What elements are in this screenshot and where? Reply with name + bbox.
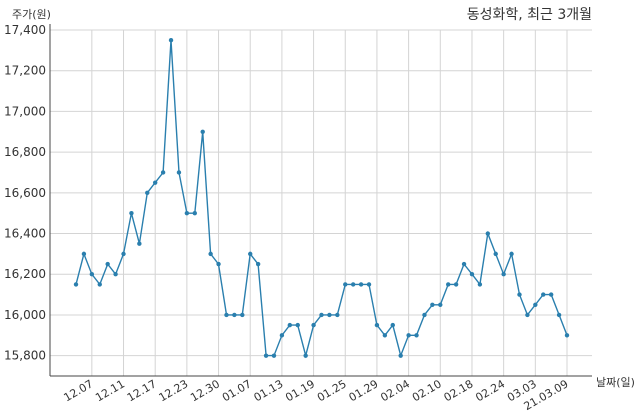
x-tick-label: 02.24	[473, 377, 507, 404]
y-tick-label: 17,200	[4, 64, 46, 78]
data-point	[121, 251, 126, 257]
data-point	[477, 282, 483, 287]
data-point	[168, 37, 174, 43]
x-tick-label: 02.18	[442, 377, 476, 404]
data-point	[263, 353, 269, 358]
data-point	[129, 210, 134, 216]
data-point	[248, 251, 253, 257]
y-tick-label: 17,000	[4, 104, 46, 118]
data-point	[517, 292, 522, 297]
data-point	[335, 312, 340, 318]
y-tick-label: 16,000	[4, 308, 46, 322]
data-point	[113, 272, 118, 277]
data-point	[382, 333, 388, 338]
x-tick-label: 01.07	[220, 377, 254, 404]
data-point	[232, 312, 237, 318]
data-point	[287, 322, 293, 328]
data-point	[509, 251, 514, 257]
x-tick-label: 12.07	[62, 377, 96, 404]
data-point	[398, 353, 403, 358]
data-point	[366, 282, 372, 287]
data-point	[240, 312, 245, 318]
x-tick-label: 12.30	[188, 377, 222, 404]
x-tick-label: 02.10	[410, 377, 444, 404]
data-point	[358, 282, 364, 287]
x-tick-label: 01.13	[252, 377, 286, 404]
data-point	[152, 180, 158, 185]
data-point	[501, 272, 506, 277]
data-point	[541, 292, 546, 297]
data-point	[564, 333, 570, 338]
data-point	[469, 272, 475, 277]
x-tick-label: 02.04	[378, 377, 412, 404]
data-point	[145, 190, 150, 196]
data-point	[255, 261, 261, 267]
data-point	[216, 261, 221, 267]
y-tick-label: 16,200	[4, 267, 46, 281]
data-point	[303, 353, 308, 358]
data-point	[176, 170, 182, 175]
data-point	[374, 322, 380, 328]
x-tick-label: 12.17	[125, 377, 159, 404]
data-point	[105, 261, 110, 267]
data-point	[97, 282, 102, 287]
data-point	[137, 241, 142, 246]
data-point	[533, 302, 538, 307]
data-point	[73, 282, 79, 287]
data-point	[422, 312, 427, 318]
x-tick-label: 01.19	[283, 377, 317, 404]
data-point	[525, 312, 530, 318]
data-point	[485, 231, 491, 236]
data-point	[295, 322, 300, 328]
data-point	[414, 333, 419, 338]
data-point	[311, 322, 316, 328]
x-axis-label: 날짜(일)	[596, 376, 635, 389]
data-point	[271, 353, 277, 358]
data-point	[343, 282, 348, 287]
data-point	[453, 282, 459, 287]
data-point	[438, 302, 443, 307]
data-point	[184, 210, 190, 216]
data-point	[81, 251, 87, 257]
chart-title: 동성화학, 최근 3개월	[466, 7, 592, 23]
y-tick-label: 16,600	[4, 186, 46, 200]
data-point	[200, 129, 205, 134]
data-point	[160, 170, 166, 175]
data-point	[89, 272, 95, 277]
data-point	[446, 282, 451, 287]
x-tick-label: 01.29	[347, 377, 381, 404]
data-point	[350, 282, 356, 287]
data-point	[556, 312, 562, 318]
y-tick-label: 16,800	[4, 145, 46, 159]
data-point	[548, 292, 554, 297]
data-point	[406, 333, 411, 338]
series-line	[75, 40, 568, 359]
y-tick-label: 15,800	[4, 349, 46, 363]
data-point	[461, 261, 467, 267]
y-tick-label: 17,400	[4, 23, 46, 37]
data-point	[430, 302, 435, 307]
data-point	[319, 312, 324, 318]
x-tick-label: 01.25	[315, 377, 349, 404]
data-point	[224, 312, 229, 318]
y-axis-label: 주가(원)	[12, 8, 51, 21]
data-point	[390, 322, 395, 328]
data-point	[208, 251, 213, 257]
data-point	[327, 312, 332, 318]
data-point	[493, 251, 498, 257]
data-point	[279, 333, 285, 338]
data-point	[192, 210, 197, 216]
y-tick-label: 16,400	[4, 227, 46, 241]
x-tick-label: 12.11	[93, 377, 127, 404]
x-tick-label: 12.23	[157, 377, 191, 404]
